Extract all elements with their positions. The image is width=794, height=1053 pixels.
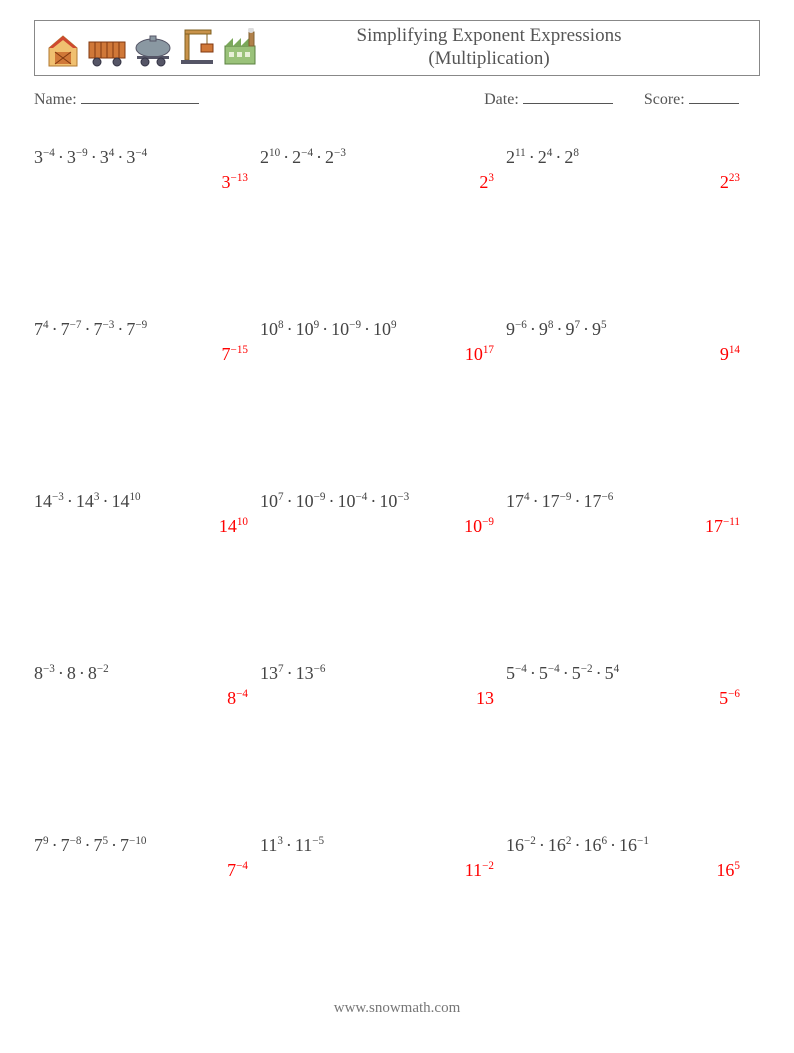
expression: 79·7−8·75·7−10 bbox=[34, 835, 254, 856]
answer: 11−2 bbox=[260, 860, 500, 881]
title-line-2: (Multiplication) bbox=[259, 48, 719, 71]
crane-icon bbox=[179, 28, 215, 68]
name-field: Name: bbox=[34, 90, 484, 109]
problem-cell: 107·10−9·10−4·10−3 10−9 bbox=[260, 491, 500, 551]
expression: 174·17−9·17−6 bbox=[506, 491, 746, 512]
expression: 9−6·98·97·95 bbox=[506, 319, 746, 340]
answer: 10−9 bbox=[260, 516, 500, 537]
answer: 914 bbox=[506, 344, 746, 365]
expression: 137·13−6 bbox=[260, 663, 500, 684]
answer: 13 bbox=[260, 688, 500, 709]
name-line bbox=[81, 90, 199, 104]
answer: 7−4 bbox=[34, 860, 254, 881]
expression: 108·109·10−9·109 bbox=[260, 319, 500, 340]
answer: 1410 bbox=[34, 516, 254, 537]
expression: 113·11−5 bbox=[260, 835, 500, 856]
expression: 107·10−9·10−4·10−3 bbox=[260, 491, 500, 512]
answer: 7−15 bbox=[34, 344, 254, 365]
title-line-1: Simplifying Exponent Expressions bbox=[259, 25, 719, 48]
wagon-icon bbox=[87, 32, 127, 68]
date-field: Date: bbox=[484, 90, 644, 109]
expression: 210·2−4·2−3 bbox=[260, 147, 500, 168]
problem-cell: 210·2−4·2−3 23 bbox=[260, 147, 500, 207]
answer: 5−6 bbox=[506, 688, 746, 709]
problem-cell: 3−4·3−9·34·3−4 3−13 bbox=[34, 147, 254, 207]
problem-cell: 211·24·28 223 bbox=[506, 147, 746, 207]
problem-cell: 174·17−9·17−6 17−11 bbox=[506, 491, 746, 551]
answer: 165 bbox=[506, 860, 746, 881]
problem-cell: 16−2·162·166·16−1 165 bbox=[506, 835, 746, 895]
answer: 1017 bbox=[260, 344, 500, 365]
problem-cell: 14−3·143·1410 1410 bbox=[34, 491, 254, 551]
problem-cell: 8−3·8·8−2 8−4 bbox=[34, 663, 254, 723]
expression: 8−3·8·8−2 bbox=[34, 663, 254, 684]
footer: www.snowmath.com bbox=[0, 1000, 794, 1017]
date-label: Date: bbox=[484, 91, 519, 108]
answer: 3−13 bbox=[34, 172, 254, 193]
problem-grid: 3−4·3−9·34·3−4 3−13 210·2−4·2−3 23 211·24·28… bbox=[34, 139, 760, 895]
date-line bbox=[523, 90, 613, 104]
problem-cell: 74·7−7·7−3·7−9 7−15 bbox=[34, 319, 254, 379]
expression: 3−4·3−9·34·3−4 bbox=[34, 147, 254, 168]
problem-cell: 79·7−8·75·7−10 7−4 bbox=[34, 835, 254, 895]
footer-url: www.snowmath.com bbox=[334, 1000, 461, 1016]
expression: 14−3·143·1410 bbox=[34, 491, 254, 512]
score-line bbox=[689, 90, 739, 104]
expression: 5−4·5−4·5−2·54 bbox=[506, 663, 746, 684]
problem-cell: 5−4·5−4·5−2·54 5−6 bbox=[506, 663, 746, 723]
header-icons bbox=[45, 28, 259, 68]
barn-icon bbox=[45, 32, 81, 68]
expression: 74·7−7·7−3·7−9 bbox=[34, 319, 254, 340]
answer: 23 bbox=[260, 172, 500, 193]
factory-icon bbox=[221, 28, 259, 68]
expression: 211·24·28 bbox=[506, 147, 746, 168]
problem-cell: 137·13−6 13 bbox=[260, 663, 500, 723]
problem-cell: 9−6·98·97·95 914 bbox=[506, 319, 746, 379]
problem-cell: 108·109·10−9·109 1017 bbox=[260, 319, 500, 379]
tank-icon bbox=[133, 32, 173, 68]
expression: 16−2·162·166·16−1 bbox=[506, 835, 746, 856]
info-row: Name: Date: Score: bbox=[34, 90, 760, 109]
worksheet-header: Simplifying Exponent Expressions (Multip… bbox=[34, 20, 760, 76]
name-label: Name: bbox=[34, 91, 77, 108]
problem-cell: 113·11−5 11−2 bbox=[260, 835, 500, 895]
worksheet-title: Simplifying Exponent Expressions (Multip… bbox=[259, 25, 749, 71]
answer: 17−11 bbox=[506, 516, 746, 537]
score-field: Score: bbox=[644, 90, 760, 109]
score-label: Score: bbox=[644, 91, 685, 108]
answer: 223 bbox=[506, 172, 746, 193]
answer: 8−4 bbox=[34, 688, 254, 709]
